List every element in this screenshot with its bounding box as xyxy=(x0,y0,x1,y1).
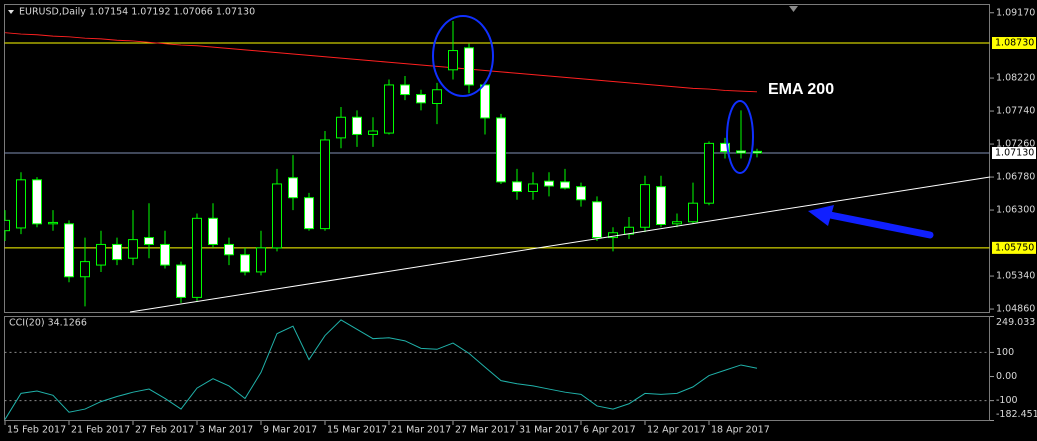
level-label: 1.08730 xyxy=(995,38,1034,49)
candle-body xyxy=(176,264,186,298)
x-tick-label: 15 Feb 2017 xyxy=(7,425,66,436)
candle-body xyxy=(64,223,74,278)
x-tick-label: 27 Mar 2017 xyxy=(455,425,515,436)
candle-body xyxy=(320,139,330,230)
candle-body xyxy=(128,239,138,259)
x-tick-label: 3 Mar 2017 xyxy=(199,425,253,436)
candle-body xyxy=(416,94,426,104)
arrow-shaft xyxy=(826,211,934,239)
candle-body xyxy=(240,254,250,273)
candle-body xyxy=(704,142,714,204)
candle-body xyxy=(544,180,554,187)
candle-body xyxy=(144,237,154,245)
main-panel-frame xyxy=(4,4,990,313)
x-tick-label: 9 Mar 2017 xyxy=(263,425,317,436)
candle-body xyxy=(512,181,522,192)
candle-body xyxy=(32,179,42,225)
x-tick-label: 15 Mar 2017 xyxy=(327,425,387,436)
y-tick-label: 1.06780 xyxy=(996,172,1035,183)
cci-panel-frame xyxy=(4,316,990,421)
candle-body xyxy=(336,116,346,139)
y-tick-label: -100 xyxy=(996,395,1018,406)
x-tick-label: 12 Apr 2017 xyxy=(647,425,706,436)
x-tick-label: 6 Apr 2017 xyxy=(583,425,636,436)
level-label: 1.07130 xyxy=(995,148,1034,159)
ema-annotation: EMA 200 xyxy=(768,81,834,98)
candle-body xyxy=(16,179,26,229)
cci-line xyxy=(4,319,758,420)
level-label-bg xyxy=(992,37,1036,49)
candle-body xyxy=(400,84,410,96)
y-tick-label: 1.05340 xyxy=(996,271,1035,282)
candle-body xyxy=(448,50,458,71)
candle-body xyxy=(368,130,378,135)
y-tick-label: 1.09170 xyxy=(996,7,1035,18)
trendline xyxy=(129,176,991,313)
candle-body xyxy=(48,221,58,225)
x-tick-label: 18 Apr 2017 xyxy=(711,425,770,436)
candle-body xyxy=(304,197,314,230)
y-tick-label: 1.07260 xyxy=(996,139,1035,150)
cci-panel xyxy=(4,319,990,420)
candle-body xyxy=(720,142,730,153)
arrow-head xyxy=(808,205,834,226)
candle-body xyxy=(560,181,570,189)
level-label-bg xyxy=(992,147,1036,159)
level-label-bg xyxy=(992,241,1036,254)
level-label: 1.05750 xyxy=(995,242,1034,253)
candle-body xyxy=(672,221,682,225)
axes: 1.09170 1.08220 1.07740 1.07260 1.06780 1.063… xyxy=(4,7,1037,436)
chart-title: EURUSD,Daily 1.07154 1.07192 1.07066 1.0… xyxy=(19,7,255,18)
candle-body xyxy=(208,217,218,245)
y-tick-label: 100 xyxy=(996,347,1014,358)
y-tick-label: 249.033 xyxy=(996,317,1035,328)
ema-line xyxy=(4,32,758,93)
candle-body xyxy=(288,177,298,199)
candle-body xyxy=(656,186,666,225)
candle-body xyxy=(576,186,586,201)
main-panel xyxy=(4,21,990,307)
candle-body xyxy=(752,150,762,154)
y-tick-label: 1.07740 xyxy=(996,106,1035,117)
candle-body xyxy=(592,201,602,239)
x-tick-label: 21 Mar 2017 xyxy=(391,425,451,436)
y-tick-label: 1.06300 xyxy=(996,205,1035,216)
y-tick-label: 1.08220 xyxy=(996,73,1035,84)
x-tick-label: 31 Mar 2017 xyxy=(519,425,579,436)
candle-body xyxy=(4,219,10,232)
candle-body xyxy=(528,183,538,192)
shift-marker xyxy=(789,6,798,12)
candle-body xyxy=(96,243,106,266)
candle-body xyxy=(432,89,442,104)
candle-body xyxy=(496,117,506,183)
menu-triangle xyxy=(8,10,14,14)
x-tick-label: 21 Feb 2017 xyxy=(71,425,130,436)
candle-body xyxy=(80,261,90,278)
candle-body xyxy=(352,116,362,135)
candle-body xyxy=(384,84,394,134)
indicator-title: CCI(20) 34.1266 xyxy=(9,318,87,329)
x-tick-label: 27 Feb 2017 xyxy=(135,425,194,436)
highlight-ellipse xyxy=(726,100,754,174)
candle-body xyxy=(192,217,202,298)
candle-body xyxy=(464,47,474,86)
y-tick-label: 1.04860 xyxy=(996,304,1035,315)
candle-body xyxy=(160,243,170,266)
candle-body xyxy=(112,243,122,261)
candle-body xyxy=(736,150,746,154)
candle-body xyxy=(224,243,234,256)
candle-body xyxy=(272,183,282,249)
candle-body xyxy=(688,202,698,223)
candle-body xyxy=(640,184,650,228)
y-tick-label: -182.4514 xyxy=(996,409,1037,420)
candle-body xyxy=(256,247,266,273)
highlight-ellipse xyxy=(432,15,494,97)
candle-body xyxy=(480,84,490,119)
y-tick-label: 0.00 xyxy=(996,371,1017,382)
